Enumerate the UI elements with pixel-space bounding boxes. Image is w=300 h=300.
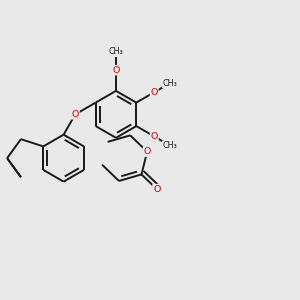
Text: O: O [151,88,158,97]
Text: O: O [143,147,151,156]
Text: O: O [112,66,120,75]
Text: CH₃: CH₃ [109,47,123,56]
Text: CH₃: CH₃ [163,141,178,150]
Text: O: O [153,184,160,194]
Text: CH₃: CH₃ [163,79,178,88]
Text: O: O [72,110,79,119]
Text: O: O [151,132,158,141]
